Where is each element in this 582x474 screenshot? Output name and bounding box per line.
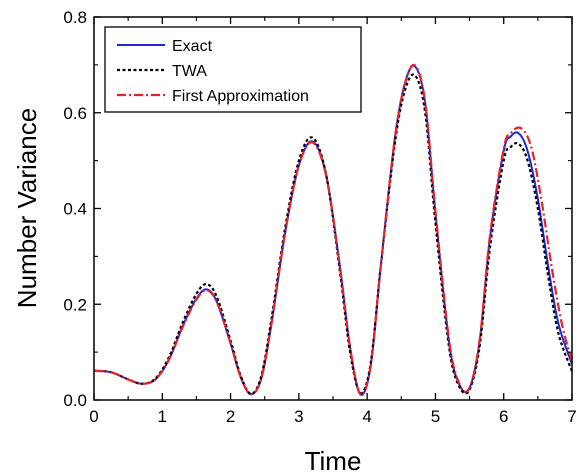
legend-box <box>104 26 362 113</box>
y-tick-label: 0.0 <box>63 391 87 410</box>
legend-label: First Approximation <box>172 88 309 105</box>
legend: Exact TWA First Approximation <box>104 26 362 113</box>
x-tick-label: 6 <box>499 407 508 426</box>
series-line-twa <box>93 73 574 395</box>
x-axis-title: Time <box>305 446 362 474</box>
x-tick-label: 1 <box>158 407 167 426</box>
y-tick-label: 0.6 <box>63 104 87 123</box>
x-tick-label: 2 <box>226 407 235 426</box>
x-tick-label: 7 <box>567 407 576 426</box>
series-line-first-approximation <box>93 63 574 396</box>
y-tick-label: 0.8 <box>63 8 87 27</box>
legend-label: TWA <box>172 63 207 80</box>
x-tick-label: 0 <box>89 407 98 426</box>
x-tick-label: 3 <box>294 407 303 426</box>
plot-curves <box>93 63 574 396</box>
legend-label: Exact <box>172 38 213 55</box>
y-axis-title: Number Variance <box>12 108 42 308</box>
series-line-exact <box>93 64 573 396</box>
y-tick-label: 0.4 <box>63 200 87 219</box>
x-tick-label: 5 <box>431 407 440 426</box>
y-tick-label: 0.2 <box>63 295 87 314</box>
axis-ticks: 0 1 2 3 4 5 6 7 0.0 0.2 0.4 0.6 0.8 <box>63 8 576 426</box>
x-tick-label: 4 <box>362 407 371 426</box>
